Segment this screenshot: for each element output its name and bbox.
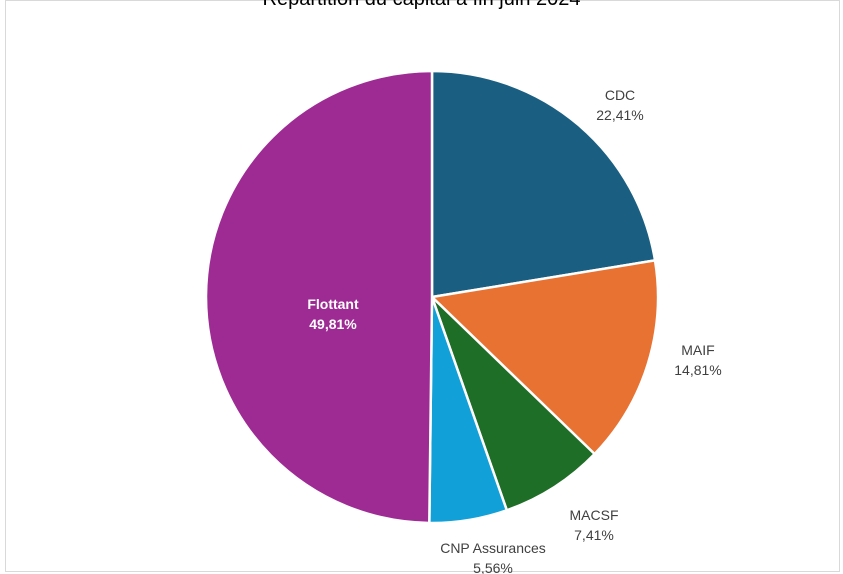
data-label-macsf: MACSF 7,41% (570, 507, 619, 543)
data-label-cnp-assurances: CNP Assurances 5,56% (440, 540, 546, 574)
pie-slice-cdc (432, 71, 655, 297)
pie-slices (206, 71, 658, 523)
data-label-maif: MAIF 14,81% (674, 342, 721, 378)
data-label-cdc: CDC 22,41% (596, 87, 643, 123)
